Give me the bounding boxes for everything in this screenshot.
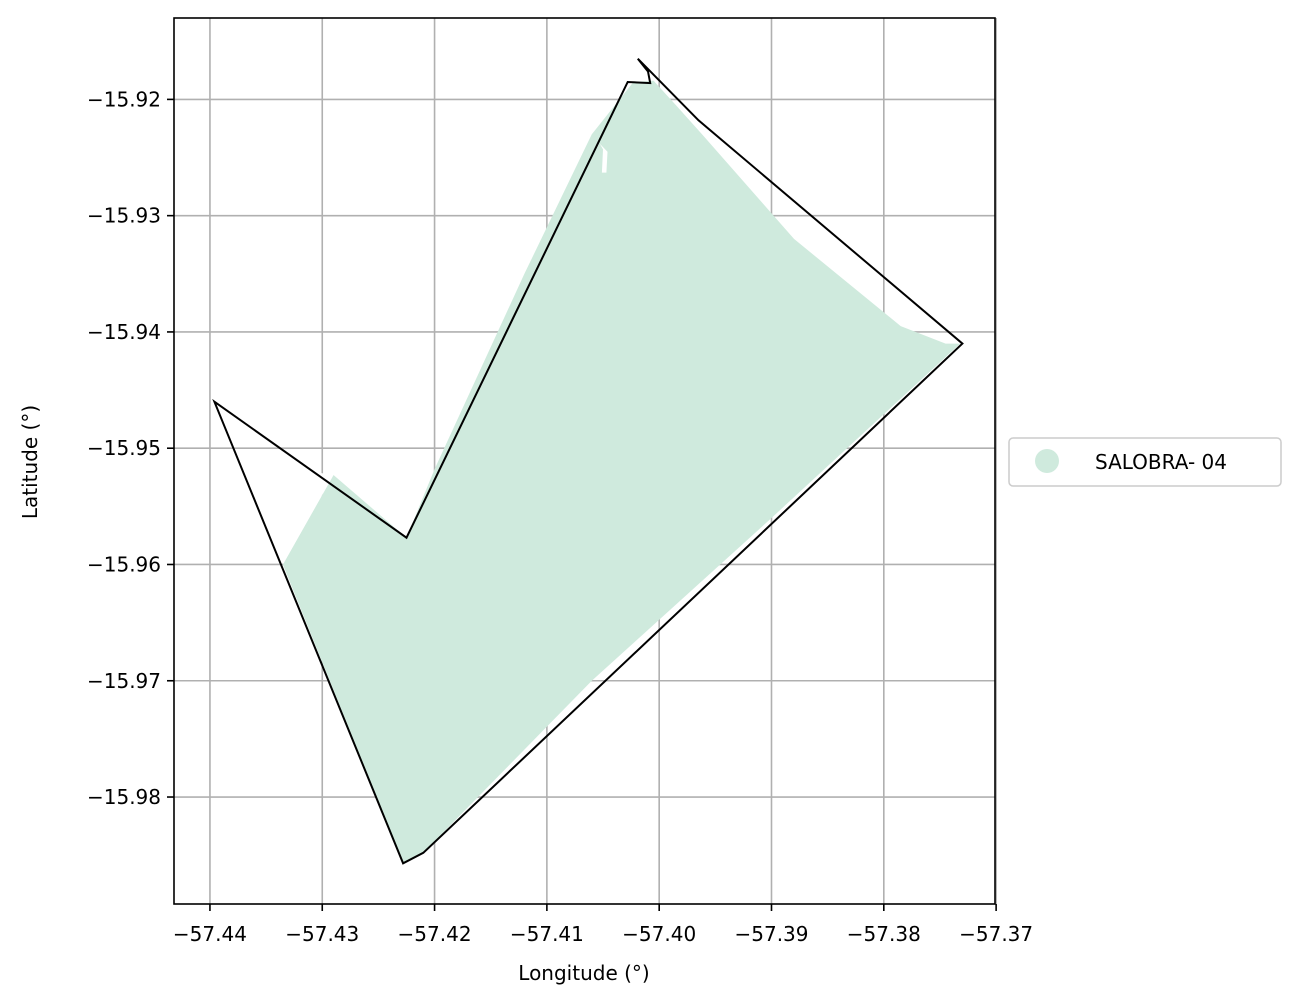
y-tick-label-15-93: −15.93 — [87, 204, 161, 228]
x-tick-label-57-42: −57.42 — [398, 922, 472, 946]
legend-label: SALOBRA- 04 — [1095, 450, 1227, 474]
legend-frame — [1008, 437, 1282, 487]
y-axis-label: Latitude (°) — [18, 405, 42, 519]
y-tick-label-15-94: −15.94 — [87, 320, 161, 344]
boundary-outline — [212, 57, 964, 865]
y-tick-label-15-95: −15.95 — [87, 436, 161, 460]
map-layers — [212, 57, 964, 865]
x-tick-label-57-38: −57.38 — [847, 922, 921, 946]
x-axis-label: Longitude (°) — [518, 961, 649, 985]
salobra-04-area — [282, 80, 961, 864]
y-tick-label-15-98: −15.98 — [87, 785, 161, 809]
y-axis-ticks: −15.92 −15.93 −15.94 −15.95 −15.96 −15.97 −15.… — [87, 87, 174, 809]
x-tick-label-57-39: −57.39 — [734, 922, 808, 946]
x-tick-label-57-37: −57.37 — [959, 922, 1033, 946]
x-axis-ticks: −57.44 −57.43 −57.42 −57.41 −57.40 −57.39 −57.… — [173, 904, 1033, 946]
x-tick-label-57-41: −57.41 — [510, 922, 584, 946]
legend-marker — [1035, 449, 1059, 473]
y-tick-label-15-92: −15.92 — [87, 87, 161, 111]
plot-frame — [173, 17, 996, 905]
x-tick-label-57-4: −57.40 — [622, 922, 696, 946]
x-tick-label-57-43: −57.43 — [285, 922, 359, 946]
x-tick-label-57-44: −57.44 — [173, 922, 247, 946]
west-notch-gap — [282, 471, 334, 565]
legend: SALOBRA- 04 — [1008, 437, 1282, 487]
y-tick-label-15-97: −15.97 — [87, 669, 161, 693]
north-notch-gap — [599, 143, 608, 173]
y-tick-label-15-96: −15.96 — [87, 552, 161, 576]
